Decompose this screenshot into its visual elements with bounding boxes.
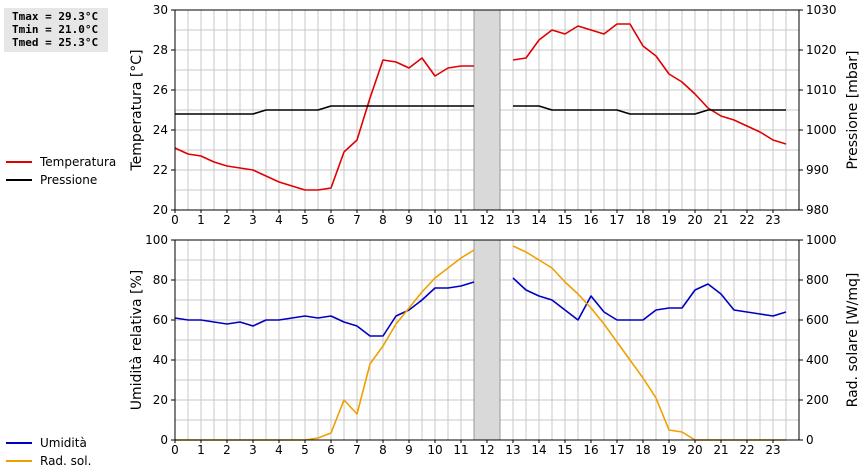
legend-label-humidity: Umidità xyxy=(40,436,87,450)
series-line-umidit xyxy=(174,277,787,337)
x-tick-label: 18 xyxy=(635,213,650,227)
x-tick-label: 8 xyxy=(379,443,387,457)
y-left-tick-label: 28 xyxy=(153,43,168,57)
y-right-axis-label: Pressione [mbar] xyxy=(845,50,860,169)
y-left-tick-label: 20 xyxy=(153,203,168,217)
x-tick-label: 23 xyxy=(765,213,780,227)
x-tick-label: 0 xyxy=(171,443,179,457)
y-left-tick-label: 60 xyxy=(153,313,168,327)
x-tick-label: 5 xyxy=(301,213,309,227)
x-tick-label: 23 xyxy=(765,443,780,457)
y-right-tick-label: 0 xyxy=(806,433,814,447)
x-tick-label: 17 xyxy=(609,443,624,457)
legend-swatch-temperature xyxy=(6,161,32,163)
legend-swatch-radiation xyxy=(6,460,32,462)
x-tick-label: 7 xyxy=(353,443,361,457)
x-tick-label: 1 xyxy=(197,443,205,457)
x-tick-label: 3 xyxy=(249,443,257,457)
x-tick-label: 6 xyxy=(327,213,335,227)
x-tick-label: 11 xyxy=(453,213,468,227)
y-right-tick-label: 980 xyxy=(806,203,829,217)
tmax-text: Tmax = 29.3°C xyxy=(12,10,99,23)
y-left-tick-label: 100 xyxy=(145,233,168,247)
x-tick-label: 11 xyxy=(453,443,468,457)
x-tick-label: 9 xyxy=(405,443,413,457)
x-tick-label: 0 xyxy=(171,213,179,227)
x-tick-label: 4 xyxy=(275,213,283,227)
y-left-tick-label: 0 xyxy=(160,433,168,447)
y-left-tick-label: 80 xyxy=(153,273,168,287)
y-left-axis-label: Temperatura [°C] xyxy=(129,49,145,171)
x-tick-label: 21 xyxy=(713,213,728,227)
x-tick-label: 17 xyxy=(609,213,624,227)
y-left-tick-label: 30 xyxy=(153,3,168,17)
x-tick-label: 18 xyxy=(635,443,650,457)
series-line-pressione xyxy=(175,105,786,115)
x-tick-label: 19 xyxy=(661,213,676,227)
x-tick-label: 12 xyxy=(479,443,494,457)
y-right-tick-label: 990 xyxy=(806,163,829,177)
x-tick-label: 6 xyxy=(327,443,335,457)
x-tick-label: 8 xyxy=(379,213,387,227)
legend-item-pressure: Pressione xyxy=(6,171,116,189)
x-tick-label: 15 xyxy=(557,213,572,227)
y-right-tick-label: 600 xyxy=(806,313,829,327)
tmed-text: Tmed = 25.3°C xyxy=(12,36,99,49)
y-right-tick-label: 1000 xyxy=(806,233,837,247)
x-tick-label: 14 xyxy=(531,443,546,457)
y-right-tick-label: 1020 xyxy=(806,43,837,57)
y-right-tick-label: 400 xyxy=(806,353,829,367)
data-gap-band xyxy=(473,9,501,211)
y-left-axis-label: Umidità relativa [%] xyxy=(129,270,145,411)
x-tick-label: 9 xyxy=(405,213,413,227)
x-tick-label: 19 xyxy=(661,443,676,457)
y-right-tick-label: 1000 xyxy=(806,123,837,137)
x-tick-label: 5 xyxy=(301,443,309,457)
x-tick-label: 13 xyxy=(505,443,520,457)
y-right-tick-label: 800 xyxy=(806,273,829,287)
y-left-tick-label: 24 xyxy=(153,123,168,137)
legend-top: Temperatura Pressione xyxy=(6,153,116,189)
legend-swatch-humidity xyxy=(6,442,32,444)
y-left-tick-label: 20 xyxy=(153,393,168,407)
y-right-axis-label: Rad. solare [W/mq] xyxy=(845,273,860,408)
y-right-tick-label: 1010 xyxy=(806,83,837,97)
x-tick-label: 2 xyxy=(223,443,231,457)
data-gap-band xyxy=(473,239,501,441)
y-right-tick-label: 200 xyxy=(806,393,829,407)
legend-swatch-pressure xyxy=(6,179,32,181)
x-tick-label: 13 xyxy=(505,213,520,227)
x-tick-label: 1 xyxy=(197,213,205,227)
series-line-temperatura xyxy=(174,23,787,191)
stats-box: Tmax = 29.3°C Tmin = 21.0°C Tmed = 25.3°… xyxy=(4,8,108,52)
legend-label-temperature: Temperatura xyxy=(40,155,117,169)
x-tick-label: 22 xyxy=(739,443,754,457)
x-tick-label: 10 xyxy=(427,213,442,227)
x-tick-label: 12 xyxy=(479,213,494,227)
x-tick-label: 21 xyxy=(713,443,728,457)
x-tick-label: 3 xyxy=(249,213,257,227)
legend-item-humidity: Umidità xyxy=(6,434,91,452)
charts-canvas: 0 1 2 3 4 5 6 7 8 9 10 11 12 13 14 15 16 17 18 19 20 21 22 2320… xyxy=(129,3,860,457)
x-tick-label: 4 xyxy=(275,443,283,457)
series-line-rad-sol xyxy=(175,245,786,441)
y-left-tick-label: 26 xyxy=(153,83,168,97)
x-tick-label: 15 xyxy=(557,443,572,457)
legend-label-pressure: Pressione xyxy=(40,173,98,187)
x-tick-label: 2 xyxy=(223,213,231,227)
x-tick-label: 20 xyxy=(687,443,702,457)
x-tick-label: 7 xyxy=(353,213,361,227)
x-tick-label: 16 xyxy=(583,213,598,227)
y-left-tick-label: 40 xyxy=(153,353,168,367)
x-tick-label: 16 xyxy=(583,443,598,457)
x-tick-label: 20 xyxy=(687,213,702,227)
y-right-tick-label: 1030 xyxy=(806,3,837,17)
x-tick-label: 14 xyxy=(531,213,546,227)
x-tick-label: 10 xyxy=(427,443,442,457)
x-tick-label: 22 xyxy=(739,213,754,227)
legend-item-temperature: Temperatura xyxy=(6,153,116,171)
y-left-tick-label: 22 xyxy=(153,163,168,177)
tmin-text: Tmin = 21.0°C xyxy=(12,23,99,36)
